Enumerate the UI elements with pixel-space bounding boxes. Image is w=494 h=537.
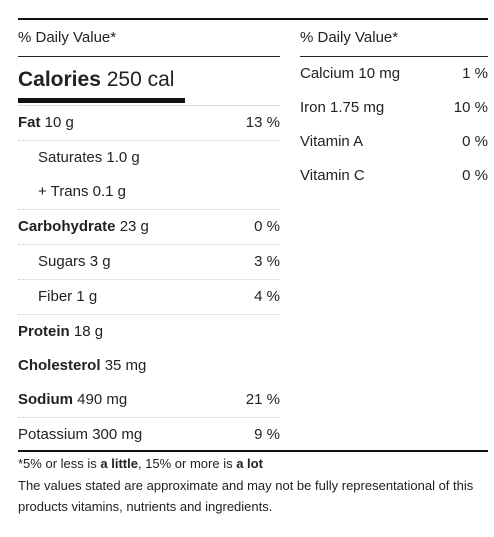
daily-value-header: % Daily Value* [300,20,488,57]
nutrient-amount: 35 mg [104,357,147,374]
row-calcium: Calcium 10 mg 1 % [300,57,488,91]
nutrient-amount: 18 g [73,323,104,340]
row-percent: 4 % [254,288,280,305]
note-little: a little [100,456,138,471]
daily-value-header: % Daily Value* [18,20,280,57]
row-label: Iron 1.75 mg [300,91,384,125]
row-trans: + Trans 0.1 g [18,175,280,210]
nutrient-name: + Trans [38,183,89,200]
nutrient-name: Sugars [38,253,86,270]
row-percent: 0 % [254,218,280,235]
left-column: % Daily Value* Calories 250 cal Fat 10 g… [18,20,280,452]
nutrient-name: Calcium [300,65,355,82]
calories-value: 250 cal [106,68,175,91]
row-fiber: Fiber 1 g 4 % [18,280,280,315]
footer: *5% or less is a little, 15% or more is … [18,450,488,517]
row-fat: Fat 10 g 13 % [18,106,280,141]
row-label: Cholesterol 35 mg [18,349,146,383]
nutrient-name: Vitamin A [300,133,364,150]
row-vitamin-a: Vitamin A 0 % [300,125,488,159]
calories-label: Calories [18,68,101,91]
right-column: % Daily Value* Calcium 10 mg 1 % Iron 1.… [300,20,488,193]
nutrient-amount: 10 mg [358,65,401,82]
nutrient-name: Fat [18,114,41,131]
nutrient-amount: 3 g [89,253,111,270]
calories-line: Calories 250 cal [18,68,174,92]
nutrient-amount: 1.75 mg [330,99,385,116]
row-label: Vitamin A [300,125,363,159]
row-percent: 21 % [245,391,280,408]
nutrient-name: Cholesterol [18,357,101,374]
nutrient-amount: 1 g [76,288,98,305]
note-text: , 15% or more is [137,456,237,471]
nutrient-amount: 0.1 g [92,183,126,200]
nutrient-amount: 10 g [44,114,74,131]
calories-underline [18,98,185,103]
row-percent: 3 % [254,253,280,270]
row-label: Fat 10 g [18,106,74,140]
row-label: Fiber 1 g [38,280,97,314]
row-protein: Protein 18 g [18,315,280,349]
row-percent: 1 % [462,65,488,82]
top-rule [18,18,488,20]
nutrient-name: Sodium [18,391,73,408]
nutrient-name: Saturates [38,149,103,166]
note-lot: a lot [236,456,263,471]
row-percent: 13 % [245,114,280,131]
nutrient-name: Iron [300,99,326,116]
nutrient-name: Carbohydrate [18,218,116,235]
row-label: Potassium 300 mg [18,418,142,452]
row-percent: 9 % [254,426,280,443]
nutrient-amount: 490 mg [77,391,128,408]
row-label: Calcium 10 mg [300,57,400,91]
row-sodium: Sodium 490 mg 21 % [18,383,280,418]
row-saturates: Saturates 1.0 g [18,141,280,175]
row-potassium: Potassium 300 mg 9 % [18,418,280,452]
nutrient-name: Fiber [38,288,73,305]
nutrient-amount: 23 g [119,218,149,235]
note-text: *5% or less is [18,456,101,471]
row-carbohydrate: Carbohydrate 23 g 0 % [18,210,280,245]
row-label: Protein 18 g [18,315,103,349]
row-cholesterol: Cholesterol 35 mg [18,349,280,383]
nutrient-amount: 1.0 g [106,149,140,166]
row-label: + Trans 0.1 g [38,175,126,209]
row-label: Sodium 490 mg [18,383,127,417]
row-percent: 0 % [462,167,488,184]
row-percent: 10 % [453,99,488,116]
row-sugars: Sugars 3 g 3 % [18,245,280,280]
nutrient-name: Vitamin C [300,167,365,184]
row-label: Saturates 1.0 g [38,141,140,175]
row-label: Sugars 3 g [38,245,111,279]
row-iron: Iron 1.75 mg 10 % [300,91,488,125]
row-percent: 0 % [462,133,488,150]
calories-block: Calories 250 cal [18,57,280,106]
nutrient-name: Potassium [18,426,89,443]
nutrient-amount: 300 mg [92,426,143,443]
disclaimer-text: The values stated are approximate and ma… [18,478,474,514]
row-vitamin-c: Vitamin C 0 % [300,159,488,193]
row-label: Carbohydrate 23 g [18,210,149,244]
row-label: Vitamin C [300,159,365,193]
daily-value-note: *5% or less is a little, 15% or more is … [18,456,488,471]
nutrient-name: Protein [18,323,70,340]
